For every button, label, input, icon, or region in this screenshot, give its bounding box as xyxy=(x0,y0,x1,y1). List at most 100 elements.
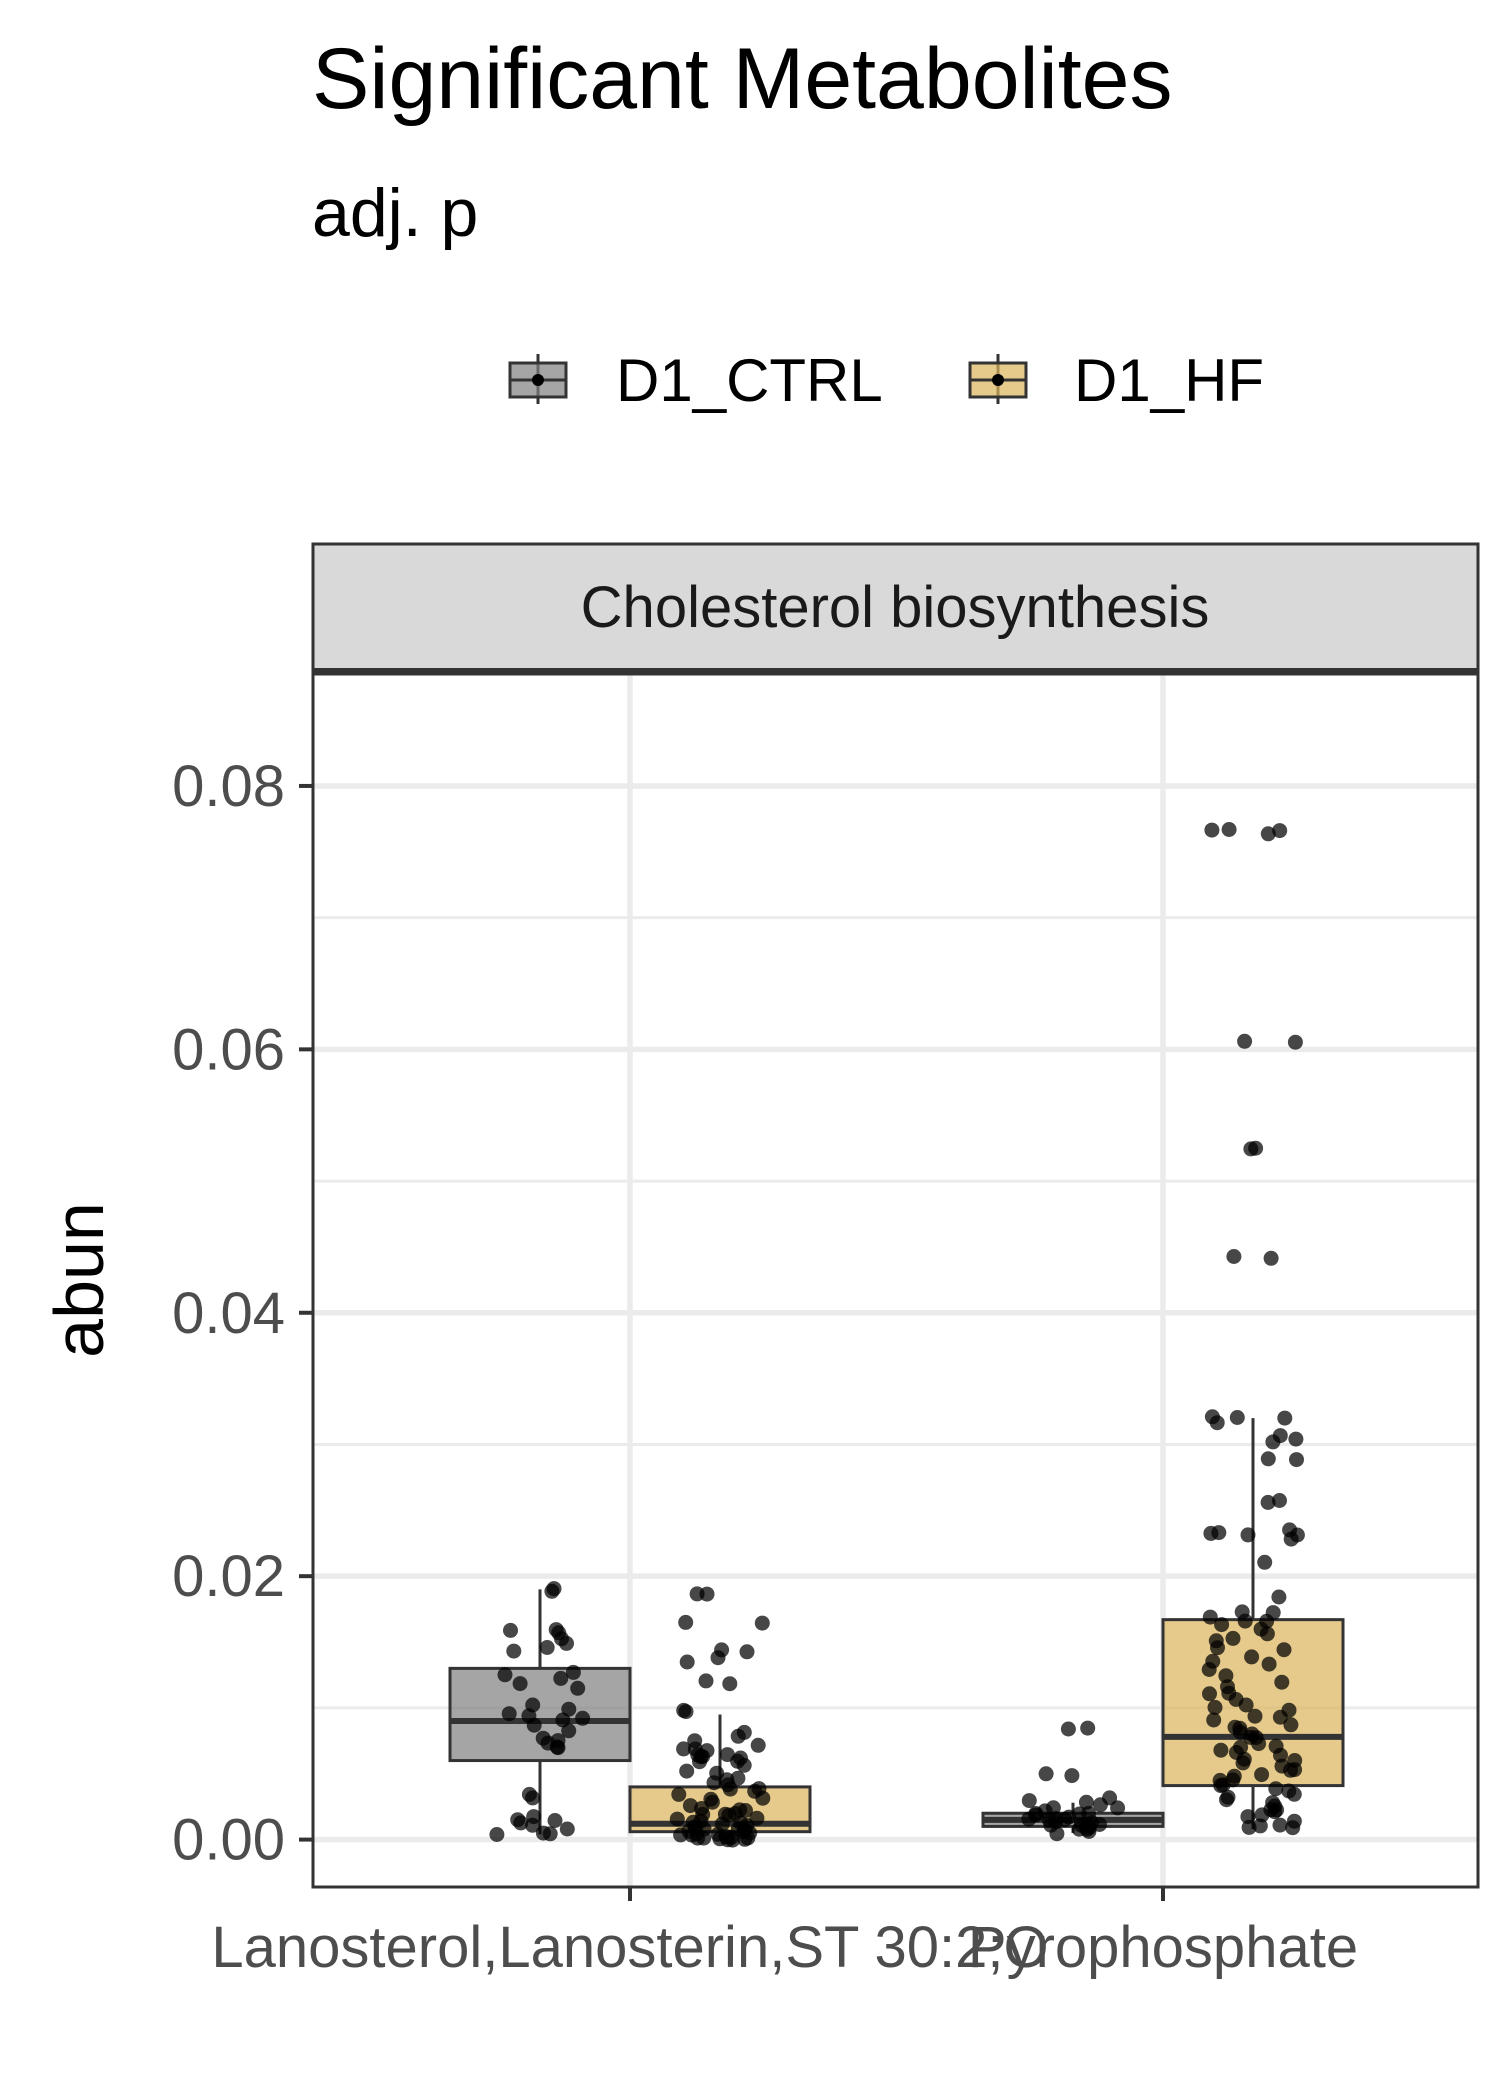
data-point xyxy=(550,1740,566,1756)
data-point xyxy=(1211,1525,1227,1541)
data-point xyxy=(736,1757,752,1773)
data-point xyxy=(1257,1554,1273,1570)
data-point xyxy=(1226,1249,1242,1264)
data-point xyxy=(720,1832,736,1848)
data-point xyxy=(679,1654,695,1670)
box-layer xyxy=(448,1418,1345,1840)
data-point xyxy=(544,1583,560,1599)
x-axis: Lanosterol,Lanosterin,ST 30:2;OPyrophosp… xyxy=(211,1887,1358,1980)
data-point xyxy=(754,1615,770,1631)
data-point xyxy=(673,1827,689,1843)
data-point xyxy=(678,1704,694,1720)
data-point xyxy=(501,1706,517,1722)
data-point xyxy=(1210,1640,1225,1656)
data-point xyxy=(570,1680,586,1696)
data-point xyxy=(561,1723,577,1739)
data-point xyxy=(1214,1617,1230,1633)
y-tick-label: 0.08 xyxy=(172,754,285,819)
data-point xyxy=(1283,1717,1299,1733)
data-point xyxy=(1238,1697,1254,1713)
data-point xyxy=(730,1728,746,1744)
data-point xyxy=(1237,1613,1253,1629)
point-layer xyxy=(489,822,1305,1848)
data-point xyxy=(1272,1817,1288,1833)
data-point xyxy=(513,1815,529,1831)
data-point xyxy=(512,1676,528,1692)
data-point xyxy=(1081,1824,1097,1839)
data-point xyxy=(1283,1531,1299,1547)
data-point xyxy=(525,1817,541,1833)
data-point xyxy=(1251,1736,1267,1752)
data-point xyxy=(739,1644,755,1660)
data-point xyxy=(1204,822,1220,838)
data-point xyxy=(1268,1781,1284,1797)
data-point xyxy=(1202,1686,1217,1702)
legend-key-ctrl xyxy=(508,354,568,404)
data-point xyxy=(1202,1609,1218,1625)
data-point xyxy=(497,1667,513,1683)
facet-label: Cholesterol biosynthesis xyxy=(581,575,1210,640)
data-point xyxy=(1254,1767,1270,1783)
data-point xyxy=(1272,1493,1287,1508)
data-point xyxy=(1252,1818,1268,1834)
data-point xyxy=(1207,1699,1223,1715)
data-point xyxy=(1259,1626,1275,1642)
data-point xyxy=(1287,1762,1303,1778)
data-point xyxy=(678,1614,694,1630)
data-point xyxy=(1038,1766,1054,1782)
legend-key-hf xyxy=(968,354,1028,404)
data-point xyxy=(1277,1410,1293,1426)
data-point xyxy=(1021,1811,1037,1827)
data-point xyxy=(1260,1451,1276,1467)
chart-title: Significant Metabolites xyxy=(312,31,1172,127)
data-point xyxy=(1286,1786,1302,1802)
y-tick-label: 0.06 xyxy=(172,1017,285,1082)
box-body xyxy=(448,1666,632,1763)
data-point xyxy=(1265,1434,1281,1450)
data-point xyxy=(1209,1415,1225,1431)
y-axis: 0.00 0.02 0.04 0.06 0.08 xyxy=(172,754,313,1873)
data-point xyxy=(1247,1708,1263,1724)
data-point xyxy=(1218,1668,1234,1684)
data-point xyxy=(1288,1431,1304,1447)
data-point xyxy=(698,1673,714,1689)
data-point xyxy=(565,1664,581,1680)
data-point xyxy=(1219,1792,1234,1808)
data-point xyxy=(1206,1712,1222,1728)
data-point xyxy=(1049,1826,1065,1842)
data-point xyxy=(671,1786,687,1802)
data-point xyxy=(1271,1589,1287,1605)
data-point xyxy=(1225,1630,1241,1646)
data-point xyxy=(737,1831,753,1847)
data-point xyxy=(692,1754,707,1770)
data-point xyxy=(506,1643,522,1659)
data-point xyxy=(1254,1807,1270,1823)
data-point xyxy=(1237,1033,1253,1049)
y-tick-label: 0.00 xyxy=(172,1808,285,1873)
data-point xyxy=(1213,1742,1229,1758)
data-point xyxy=(1274,1674,1290,1690)
data-point xyxy=(553,1670,569,1686)
data-point xyxy=(669,1811,685,1827)
data-point xyxy=(1064,1768,1080,1784)
data-point xyxy=(559,1821,575,1837)
data-point xyxy=(542,1826,558,1842)
y-tick-label: 0.02 xyxy=(172,1544,285,1609)
data-point xyxy=(1060,1721,1076,1737)
data-point xyxy=(1080,1720,1096,1736)
panel-border xyxy=(311,672,1480,1889)
data-point xyxy=(575,1710,591,1726)
y-axis-label: abun xyxy=(40,1202,118,1358)
data-point xyxy=(1289,1452,1304,1468)
data-point xyxy=(1201,1662,1217,1677)
data-point xyxy=(676,1741,692,1757)
facet-strip: Cholesterol biosynthesis xyxy=(311,542,1480,674)
data-point xyxy=(1078,1794,1094,1810)
data-point xyxy=(539,1640,555,1655)
data-point xyxy=(710,1650,726,1666)
data-point xyxy=(1287,1034,1303,1050)
data-point xyxy=(750,1737,766,1753)
legend-label-ctrl: D1_CTRL xyxy=(616,347,883,414)
data-point xyxy=(526,1717,542,1733)
data-point xyxy=(1221,822,1237,837)
